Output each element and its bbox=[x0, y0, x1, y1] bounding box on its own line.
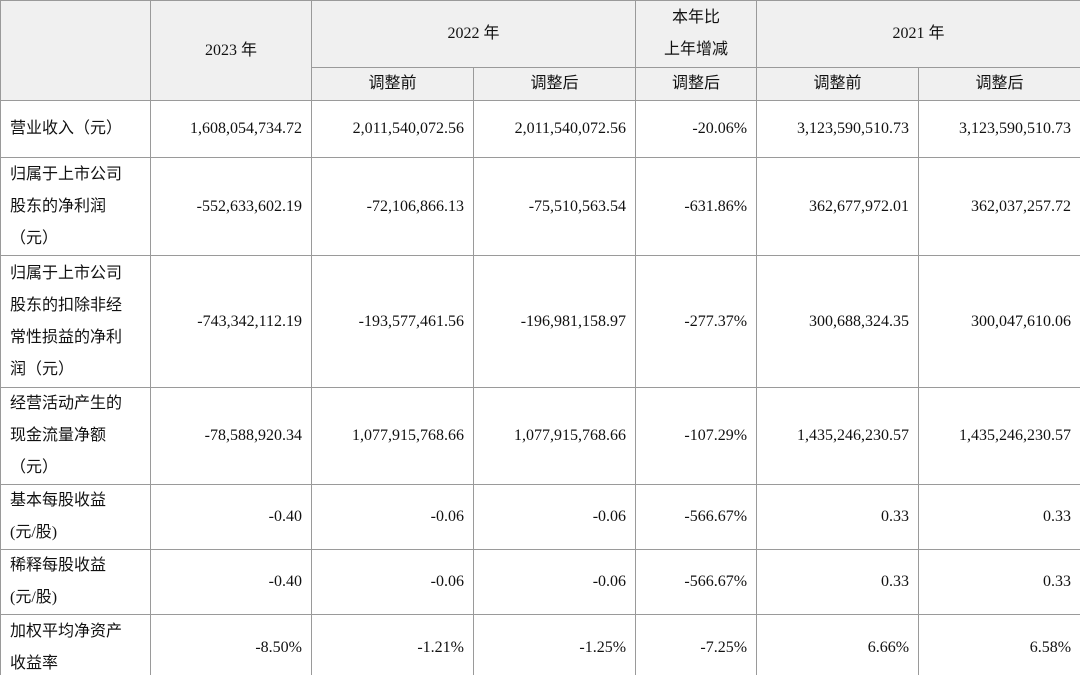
value-cell: 0.33 bbox=[756, 484, 920, 550]
value-cell: -75,510,563.54 bbox=[472, 157, 637, 256]
value-cell: 362,677,972.01 bbox=[756, 157, 920, 256]
value-cell: -72,106,866.13 bbox=[311, 157, 474, 256]
value-cell: -196,981,158.97 bbox=[472, 255, 637, 388]
value-cell: -20.06% bbox=[635, 100, 758, 158]
value-cell: 3,123,590,510.73 bbox=[756, 100, 920, 158]
value-cell: 1,077,915,768.66 bbox=[311, 387, 474, 485]
header-cell: 调整后 bbox=[472, 67, 637, 101]
value-cell: 1,077,915,768.66 bbox=[472, 387, 637, 485]
header-cell: 调整前 bbox=[756, 67, 920, 101]
data-row: 归属于上市公司 股东的净利润 （元） -552,633,602.19 -72,106,8… bbox=[0, 157, 1080, 256]
row-label: 归属于上市公司 股东的扣除非经 常性损益的净利 润（元） bbox=[0, 255, 151, 388]
data-row: 营业收入（元） 1,608,054,734.72 2,011,540,072.56 2… bbox=[0, 100, 1080, 158]
value-cell: 2,011,540,072.56 bbox=[472, 100, 637, 158]
row-label: 稀释每股收益 (元/股) bbox=[0, 549, 151, 615]
header-cell: 2021 年 bbox=[756, 0, 1080, 68]
value-cell: -0.06 bbox=[311, 549, 474, 615]
header-cell: 2023 年 bbox=[150, 0, 312, 101]
header-cell: 本年比 上年增减 bbox=[635, 0, 758, 68]
value-cell: 0.33 bbox=[918, 549, 1080, 615]
data-row: 基本每股收益 (元/股) -0.40 -0.06 -0.06 -566.67% 0.33 0.… bbox=[0, 484, 1080, 550]
value-cell: -0.06 bbox=[472, 549, 637, 615]
text-line: 股东的扣除非经 bbox=[10, 296, 123, 314]
value-cell: -1.21% bbox=[311, 614, 474, 675]
row-label: 归属于上市公司 股东的净利润 （元） bbox=[0, 157, 151, 256]
value-cell: -743,342,112.19 bbox=[150, 255, 312, 388]
value-cell: -631.86% bbox=[635, 157, 758, 256]
value-cell: 3,123,590,510.73 bbox=[918, 100, 1080, 158]
row-label: 营业收入（元） bbox=[0, 100, 151, 158]
text-line: 经营活动产生的 bbox=[10, 395, 123, 412]
corner-cell bbox=[0, 0, 151, 101]
text-line: 本年比 bbox=[672, 9, 721, 26]
text-line: 常性损益的净利 bbox=[10, 328, 123, 346]
text-line: 加权平均净资产 bbox=[10, 622, 123, 640]
text-line: 润（元） bbox=[10, 360, 75, 378]
data-row: 经营活动产生的 现金流量净额 （元） -78,588,920.34 1,077,915,… bbox=[0, 387, 1080, 485]
text-line: （元） bbox=[10, 229, 59, 247]
header-cell: 调整后 bbox=[635, 67, 758, 101]
row-label: 基本每股收益 (元/股) bbox=[0, 484, 151, 550]
value-cell: 300,688,324.35 bbox=[756, 255, 920, 388]
text-line: 营业收入（元） bbox=[10, 120, 123, 137]
value-cell: -0.06 bbox=[311, 484, 474, 550]
text-line: 股东的净利润 bbox=[10, 197, 107, 215]
value-cell: -552,633,602.19 bbox=[150, 157, 312, 256]
value-cell: -277.37% bbox=[635, 255, 758, 388]
text-line: 归属于上市公司 bbox=[10, 264, 123, 282]
value-cell: 362,037,257.72 bbox=[918, 157, 1080, 256]
value-cell: -0.40 bbox=[150, 484, 312, 550]
text-line: 现金流量净额 bbox=[10, 427, 107, 444]
data-row: 稀释每股收益 (元/股) -0.40 -0.06 -0.06 -566.67% 0.33 0.… bbox=[0, 549, 1080, 615]
value-cell: -78,588,920.34 bbox=[150, 387, 312, 485]
value-cell: 6.58% bbox=[918, 614, 1080, 675]
row-label: 加权平均净资产 收益率 bbox=[0, 614, 151, 675]
text-line: 收益率 bbox=[10, 654, 59, 672]
header-row: 调整前 调整后 调整后 调整前 调整后 bbox=[1, 67, 1080, 101]
value-cell: 0.33 bbox=[756, 549, 920, 615]
value-cell: -8.50% bbox=[150, 614, 312, 675]
value-cell: 1,435,246,230.57 bbox=[756, 387, 920, 485]
text-line: 归属于上市公司 bbox=[10, 165, 123, 183]
value-cell: -107.29% bbox=[635, 387, 758, 485]
data-row: 归属于上市公司 股东的扣除非经 常性损益的净利 润（元） -743,342,112.19… bbox=[0, 255, 1080, 388]
text-line: 稀释每股收益 bbox=[10, 557, 107, 574]
value-cell: -566.67% bbox=[635, 549, 758, 615]
header-cell: 调整后 bbox=[918, 67, 1080, 101]
value-cell: 6.66% bbox=[756, 614, 920, 675]
value-cell: -7.25% bbox=[635, 614, 758, 675]
value-cell: 2,011,540,072.56 bbox=[311, 100, 474, 158]
text-line: 基本每股收益 bbox=[10, 492, 107, 509]
data-row: 加权平均净资产 收益率 -8.50% -1.21% -1.25% -7.25% 6.66% 6… bbox=[0, 614, 1080, 675]
text-line: （元） bbox=[10, 459, 59, 476]
header-row: 2023 年 2022 年本年比 上年增减 2021 年 bbox=[0, 0, 1080, 101]
text-line: 上年增减 bbox=[664, 41, 729, 58]
value-cell: 300,047,610.06 bbox=[918, 255, 1080, 388]
value-cell: 1,608,054,734.72 bbox=[150, 100, 312, 158]
text-line: (元/股) bbox=[10, 589, 58, 606]
value-cell: -0.40 bbox=[150, 549, 312, 615]
header-cell: 2022 年 bbox=[310, 0, 637, 68]
value-cell: -1.25% bbox=[472, 614, 637, 675]
row-label: 经营活动产生的 现金流量净额 （元） bbox=[0, 387, 151, 485]
value-cell: -566.67% bbox=[635, 484, 758, 550]
value-cell: -193,577,461.56 bbox=[311, 255, 474, 388]
header-cell: 调整前 bbox=[311, 67, 474, 101]
value-cell: -0.06 bbox=[472, 484, 637, 550]
value-cell: 1,435,246,230.57 bbox=[918, 387, 1080, 485]
value-cell: 0.33 bbox=[918, 484, 1080, 550]
text-line: (元/股) bbox=[10, 524, 58, 541]
